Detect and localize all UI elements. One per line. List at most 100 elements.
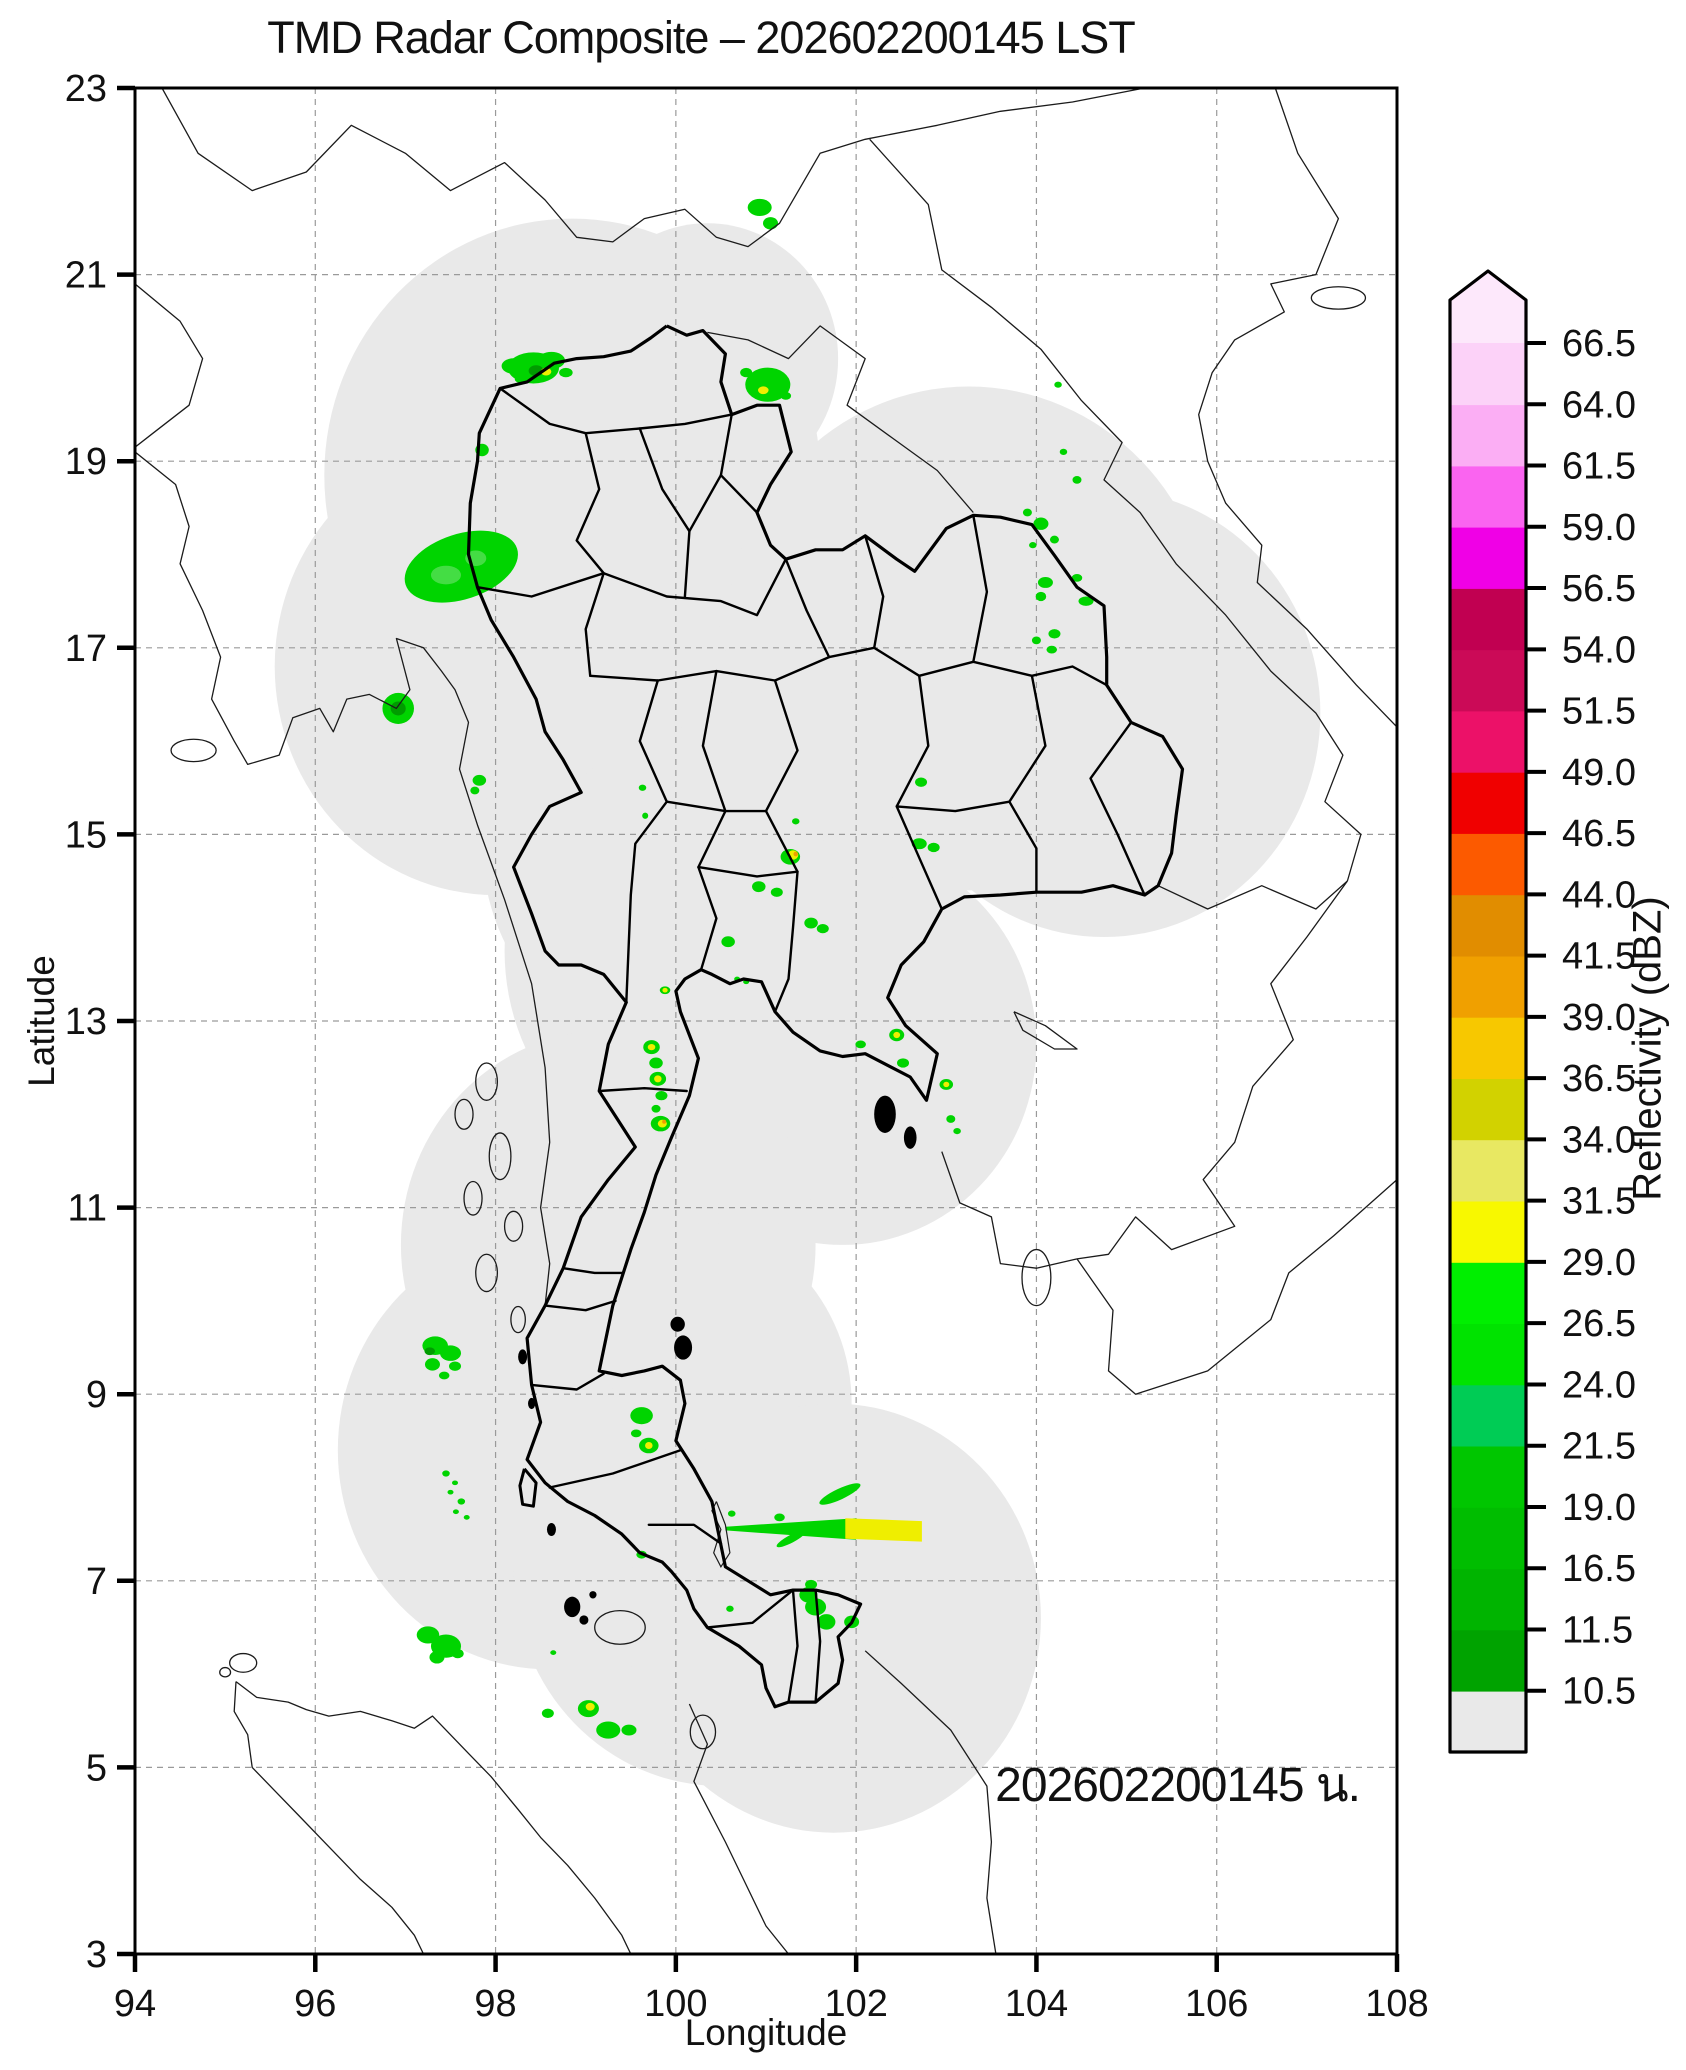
island: [589, 1591, 597, 1599]
radar-echo: [486, 551, 505, 566]
island-outline: [594, 1610, 646, 1645]
island: [670, 1316, 685, 1332]
radar-echo-layer: [382, 198, 1094, 1739]
country-border: [864, 1650, 997, 1954]
colorbar-band: [1450, 588, 1526, 651]
colorbar-tick-label: 51.5: [1562, 691, 1636, 733]
colorbar-tick-label: 49.0: [1562, 752, 1636, 794]
colorbar-tick-label: 44.0: [1562, 874, 1636, 916]
province-border: [598, 1086, 688, 1093]
island: [674, 1335, 693, 1360]
island: [546, 1522, 556, 1537]
y-tick-label: 13: [65, 1001, 107, 1043]
radar-echo: [776, 1530, 806, 1548]
x-tick-label: 108: [1365, 1983, 1428, 2025]
radar-echo: [424, 1347, 436, 1356]
radar-echo: [893, 1031, 901, 1039]
province-border: [562, 1266, 623, 1275]
colorbar-tick-label: 31.5: [1562, 1181, 1636, 1223]
island-outline: [689, 1714, 717, 1750]
country-border: [941, 1151, 1078, 1269]
country-border: [161, 88, 1145, 248]
axis-ticks: 94 96 98 100 102 104 106 108 3 5 7 9 11 13 15 17 19 21 23: [65, 68, 1429, 2025]
radar-echo: [429, 1651, 445, 1664]
province-border: [814, 1588, 822, 1704]
country-border: [688, 1703, 790, 1954]
radar-echo: [758, 386, 769, 395]
province-border: [665, 800, 768, 813]
colorbar-band: [1450, 1323, 1526, 1386]
colorbar-band: [1450, 343, 1526, 406]
radar-echo: [1054, 381, 1062, 388]
radar-echo: [537, 351, 565, 369]
radar-echo: [780, 392, 792, 400]
radar-echo: [448, 1361, 462, 1371]
radar-echo: [721, 936, 735, 948]
radar-echo: [1059, 448, 1068, 455]
radar-echo: [645, 1442, 653, 1450]
colorbar: 10.5 11.5 16.5 19.0 21.5 24.0 26.5 29.0 31.5 34.0…: [1448, 269, 1636, 1754]
colorbar-band: [1450, 404, 1526, 467]
country-border: [1198, 88, 1397, 728]
colorbar-band: [1450, 526, 1526, 589]
radar-coverage-circle: [887, 489, 1321, 938]
radar-echo: [726, 1605, 734, 1612]
radar-echo: [855, 1040, 866, 1049]
colorbar-band: [1450, 833, 1526, 896]
radar-echo: [438, 1371, 450, 1380]
province-border: [1089, 721, 1146, 897]
radar-echo: [745, 367, 791, 402]
radar-echo: [1022, 508, 1032, 517]
radar-echo: [805, 1598, 827, 1616]
radar-echo: [550, 1650, 557, 1655]
colorbar-tick-label: 66.5: [1562, 323, 1636, 365]
island-outline: [170, 738, 217, 763]
radar-echo: [774, 1513, 785, 1522]
island-outline: [219, 1666, 232, 1678]
province-border: [647, 1523, 723, 1545]
radar-echo: [457, 1498, 466, 1505]
colorbar-tick-label: 36.5: [1562, 1058, 1636, 1100]
province-border: [972, 514, 989, 663]
radar-coverage-circle: [576, 223, 839, 494]
island-outline: [463, 1180, 483, 1216]
radar-echo: [943, 1081, 950, 1088]
island-outline: [229, 1652, 258, 1673]
radar-echo: [390, 701, 406, 716]
x-tick-label: 102: [824, 1983, 887, 2025]
island: [564, 1596, 581, 1618]
radar-echo: [897, 1058, 910, 1068]
island-outline: [503, 1210, 524, 1242]
island-outline: [454, 1098, 474, 1130]
colorbar-band: [1450, 955, 1526, 1018]
country-border: [707, 325, 974, 513]
island-outline: [1021, 1248, 1052, 1307]
island-outline: [475, 1062, 499, 1101]
radar-echo: [752, 881, 766, 893]
country-border: [135, 451, 551, 1306]
radar-echo: [463, 1515, 470, 1520]
colorbar-tick-label: 61.5: [1562, 446, 1636, 488]
colorbar-arrow: [1450, 271, 1526, 344]
colorbar-tick-label: 24.0: [1562, 1364, 1636, 1406]
y-tick-label: 3: [86, 1934, 107, 1976]
province-border: [575, 432, 605, 677]
radar-echo: [1078, 596, 1094, 606]
radar-echo: [770, 887, 783, 897]
timestamp-overlay: 202602200145 น.: [995, 1759, 1361, 1812]
country-border: [869, 138, 1362, 882]
colorbar-band: [1450, 1261, 1526, 1324]
colorbar-tick-label: 56.5: [1562, 568, 1636, 610]
province-border: [625, 679, 668, 1004]
colorbar-tick-label: 34.0: [1562, 1119, 1636, 1161]
y-tick-label: 9: [86, 1374, 107, 1416]
province-border: [697, 669, 727, 971]
country-border: [135, 283, 204, 448]
radar-echo: [762, 217, 779, 230]
radar-echo: [647, 1044, 656, 1051]
colorbar-band: [1450, 1016, 1526, 1079]
province-border: [706, 1588, 795, 1629]
colorbar-label: Reflectivity (dBZ): [1625, 896, 1670, 1201]
